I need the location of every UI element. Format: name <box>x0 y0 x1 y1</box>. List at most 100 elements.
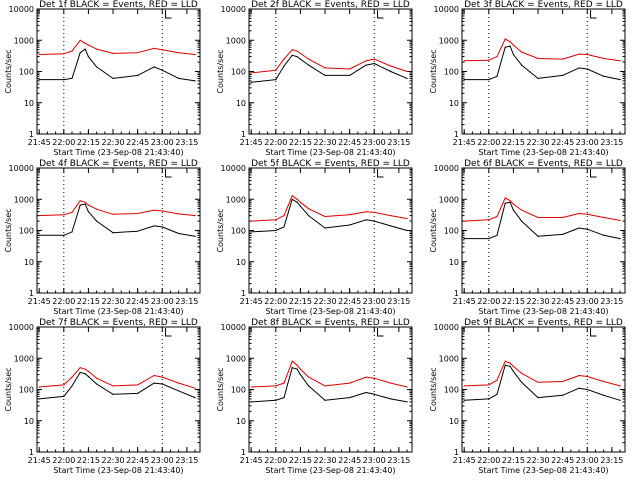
y-tick-label: 10000 <box>434 5 459 14</box>
x-tick-label: 23:00 <box>363 297 386 306</box>
data-point-events <box>586 228 588 230</box>
data-point-lld <box>299 201 302 203</box>
x-tick-label: 22:45 <box>551 138 574 147</box>
data-point-events <box>324 227 326 229</box>
data-point-events <box>63 79 65 81</box>
data-point-events <box>296 55 298 58</box>
y-tick-label: 1 <box>241 130 246 139</box>
data-point-events <box>521 381 523 383</box>
data-point-lld <box>275 69 277 71</box>
data-point-lld <box>275 385 277 387</box>
data-point-events <box>603 75 605 77</box>
data-point-lld <box>406 386 408 388</box>
data-point-events <box>194 80 196 82</box>
data-point-lld <box>161 376 163 378</box>
plot-frame <box>461 326 626 453</box>
x-tick-label: 22:00 <box>52 456 75 465</box>
data-point-lld <box>283 58 285 60</box>
y-axis-label: Counts/sec <box>4 49 13 93</box>
plot-frame <box>248 326 413 453</box>
x-tick-label: 22:30 <box>313 456 336 465</box>
data-point-events <box>496 234 498 236</box>
x-tick-label: 22:45 <box>126 456 149 465</box>
data-point-events <box>509 365 511 367</box>
y-tick-label: 10 <box>449 258 459 267</box>
y-tick-label: 10000 <box>221 164 246 173</box>
data-point-lld <box>537 381 539 383</box>
data-point-lld <box>112 52 114 54</box>
data-point-events <box>299 58 302 60</box>
y-tick-label: 1000 <box>226 195 246 204</box>
data-point-lld <box>308 208 310 210</box>
data-point-events <box>537 77 539 80</box>
data-point-events <box>537 397 539 399</box>
plot-frame <box>36 8 201 135</box>
series-line-events <box>464 364 621 401</box>
data-point-lld <box>586 53 588 56</box>
data-point-events <box>562 394 564 396</box>
panel-title: Det 9f BLACK = Events, RED = LLD <box>464 318 623 328</box>
data-point-events <box>79 52 81 54</box>
x-axis-label: Start Time (23-Sep-08 21:43:40) <box>53 148 183 157</box>
panel-det-3: Det 3f BLACK = Events, RED = LLD 1 10 100 10… <box>429 0 626 157</box>
x-tick-label: 21:45 <box>240 138 263 147</box>
data-point-lld <box>96 208 98 210</box>
x-tick-label: 22:45 <box>126 297 149 306</box>
data-point-lld <box>250 386 252 388</box>
x-tick-label: 22:00 <box>264 138 287 147</box>
data-point-lld <box>79 39 81 41</box>
data-point-lld <box>578 212 580 215</box>
y-tick-label: 1000 <box>439 354 459 363</box>
y-axis-label: Counts/sec <box>4 208 13 252</box>
data-point-events <box>521 220 523 222</box>
data-point-events <box>112 77 114 80</box>
data-point-events <box>63 395 65 398</box>
y-tick-label: 10000 <box>434 164 459 173</box>
data-point-lld <box>365 376 367 378</box>
data-point-lld <box>38 53 40 56</box>
x-tick-label: 22:00 <box>477 138 500 147</box>
data-point-events <box>488 398 490 400</box>
data-point-events <box>71 385 73 387</box>
corner-marker <box>590 328 597 337</box>
data-point-events <box>504 46 506 48</box>
data-point-events <box>137 74 139 77</box>
panel-det-8: Det 8f BLACK = Events, RED = LLD 1 10 100 10… <box>216 318 413 475</box>
data-point-lld <box>38 386 40 388</box>
data-point-events <box>79 371 81 374</box>
x-axis-label: Start Time (23-Sep-08 21:43:40) <box>265 148 395 157</box>
data-point-lld <box>84 201 86 203</box>
y-tick-label: 100 <box>444 227 459 236</box>
x-tick-label: 23:15 <box>387 138 410 147</box>
data-point-lld <box>390 65 392 67</box>
data-point-lld <box>161 210 163 212</box>
data-point-events <box>194 235 196 237</box>
data-point-events <box>87 375 90 378</box>
data-point-events <box>296 201 298 203</box>
data-point-lld <box>373 58 375 60</box>
data-point-events <box>365 219 367 221</box>
y-tick-label: 100 <box>19 386 34 395</box>
x-tick-label: 21:45 <box>240 297 263 306</box>
data-point-events <box>324 74 326 77</box>
y-tick-label: 1 <box>29 130 34 139</box>
data-point-events <box>562 233 564 236</box>
data-point-events <box>390 398 392 400</box>
data-point-lld <box>324 385 326 387</box>
data-point-lld <box>291 360 293 362</box>
x-tick-label: 22:00 <box>52 297 75 306</box>
data-point-events <box>178 232 180 235</box>
x-tick-label: 23:15 <box>600 456 623 465</box>
y-tick-label: 100 <box>444 68 459 77</box>
data-point-events <box>291 54 293 56</box>
x-tick-label: 22:15 <box>77 456 100 465</box>
corner-marker <box>590 10 597 19</box>
data-point-events <box>521 64 523 66</box>
x-tick-label: 23:15 <box>387 297 410 306</box>
data-point-lld <box>153 374 155 377</box>
panel-det-4: Det 4f BLACK = Events, RED = LLD 1 10 100 10… <box>4 159 201 316</box>
data-point-lld <box>504 197 506 199</box>
series-line-events <box>464 45 621 81</box>
data-point-lld <box>250 72 252 74</box>
series-line-lld <box>251 360 408 388</box>
